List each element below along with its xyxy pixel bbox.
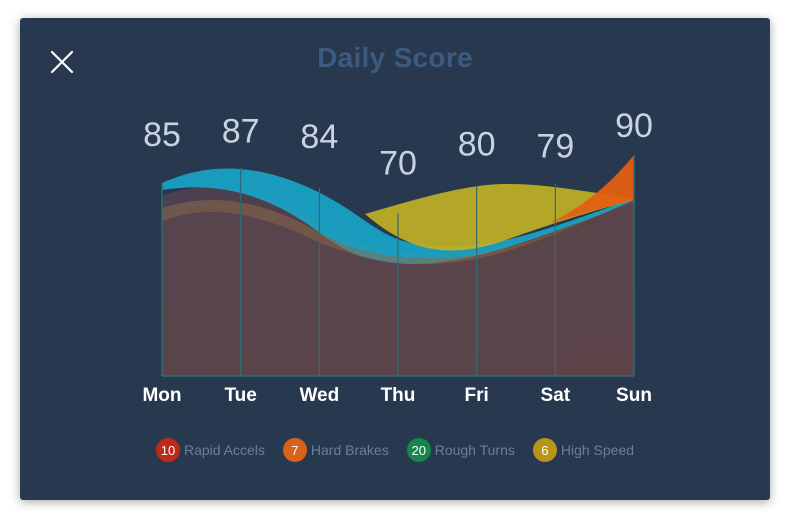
area-band-yellow: [365, 183, 634, 251]
legend-label: Hard Brakes: [310, 442, 389, 458]
daily-score-dialog: Daily Score 85 87 84 70 80 79 90 Mon Tue Wed Thu Fr…: [20, 18, 770, 500]
value-label: 79: [536, 127, 574, 165]
x-tick-label: Fri: [465, 385, 489, 406]
legend-item-rapid-accels: 10 Rapid Accels: [155, 438, 265, 462]
legend-item-rough-turns: 20 Rough Turns: [406, 438, 515, 462]
x-tick-label: Sat: [541, 385, 571, 406]
value-label: 80: [458, 126, 496, 164]
legend-badge: 7: [282, 438, 307, 462]
legend-label: Rapid Accels: [183, 442, 265, 458]
area-band-orange: [550, 155, 634, 223]
x-tick-label: Sun: [616, 385, 652, 406]
area-band-blue: [162, 168, 634, 265]
legend-label: Rough Turns: [434, 442, 515, 458]
legend: 10 Rapid Accels 7 Hard Brakes 20 Rough T…: [20, 438, 770, 462]
value-label: 85: [143, 116, 181, 154]
legend-badge: 6: [532, 438, 557, 462]
x-tick-label: Thu: [381, 385, 416, 406]
legend-item-hard-brakes: 7 Hard Brakes: [282, 438, 389, 462]
legend-label: High Speed: [560, 442, 635, 458]
value-label: 87: [222, 112, 260, 150]
legend-badge: 10: [155, 438, 180, 462]
close-icon[interactable]: [48, 48, 76, 76]
daily-score-chart: 85 87 84 70 80 79 90 Mon Tue Wed Thu Fri Sat Sun: [142, 107, 653, 406]
dialog-title: Daily Score: [317, 42, 473, 73]
value-label: 70: [379, 144, 417, 182]
value-label: 90: [615, 107, 653, 145]
legend-item-high-speed: 6 High Speed: [532, 438, 635, 462]
legend-badge: 20: [406, 438, 431, 462]
x-tick-label: Mon: [142, 385, 181, 406]
value-label: 84: [300, 118, 338, 156]
x-tick-label: Wed: [299, 385, 339, 406]
x-tick-label: Tue: [224, 385, 256, 406]
